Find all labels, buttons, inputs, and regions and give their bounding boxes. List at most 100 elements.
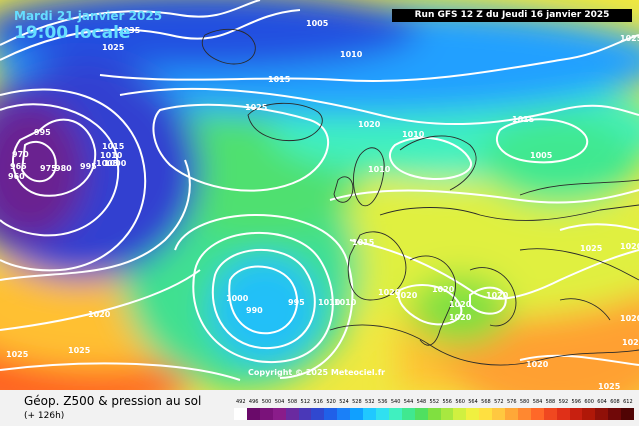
legend-swatch	[259, 408, 273, 420]
isobar-label: 1015	[512, 115, 535, 124]
isobar-label: 1025	[245, 103, 268, 112]
legend-swatch	[608, 408, 622, 420]
legend-tick-label: 504	[274, 399, 285, 405]
forecast-time: 19:00 locale	[14, 23, 131, 43]
legend-tick-label: 544	[403, 399, 414, 405]
legend-swatch	[414, 408, 428, 420]
map-footer: Géop. Z500 & pression au sol (+ 126h) 49…	[0, 390, 639, 426]
isobar-label: 1025	[68, 346, 91, 355]
legend-swatch	[427, 408, 441, 420]
legend-tick-label: 612	[623, 399, 633, 405]
legend-tick-label: 564	[468, 399, 478, 405]
coastlines	[201, 28, 639, 366]
isobar-label: 1000	[226, 294, 249, 303]
isobar-label: 1000	[104, 159, 127, 168]
isobar-label: 1020	[449, 313, 472, 322]
legend-tick-label: 492	[236, 399, 246, 405]
isobar-label: 1020	[622, 338, 639, 347]
isobar-label: 1025	[102, 43, 125, 52]
legend-swatch	[246, 408, 260, 420]
isobar-label: 1010	[100, 151, 123, 160]
legend-swatch	[375, 408, 389, 420]
isobar-label: 1015	[352, 238, 375, 247]
legend-swatch	[453, 408, 467, 420]
isobar-label: 1025	[620, 34, 639, 43]
isobar-label: 1020	[486, 291, 509, 300]
isobar-label: 1020	[358, 120, 381, 129]
legend-tick-label: 608	[610, 399, 620, 405]
legend-tick-label: 540	[390, 399, 401, 405]
legend-tick-label: 604	[597, 399, 607, 405]
legend-swatch	[363, 408, 376, 420]
legend-tick-label: 592	[558, 399, 569, 405]
isobar-label: 1020	[378, 288, 401, 297]
isobar-label: 1010	[334, 298, 357, 307]
isobar-label: 1025	[580, 244, 603, 253]
legend-swatch	[479, 408, 493, 420]
isobar-label: 980	[55, 164, 72, 173]
legend-tick-label: 512	[300, 399, 311, 405]
legend-tick-label: 548	[416, 399, 427, 405]
legend-swatch	[595, 408, 609, 420]
isobar-label: 995	[34, 128, 51, 137]
legend-swatch	[350, 408, 364, 420]
legend-tick-label: 552	[429, 399, 440, 405]
legend-swatch	[543, 408, 557, 420]
legend-tick-label: 568	[481, 399, 491, 405]
isobar-lines	[0, 0, 639, 381]
isobar-label: 1015	[102, 142, 125, 151]
legend-tick-label: 500	[261, 399, 272, 405]
isobar-label: 1020	[88, 310, 111, 319]
legend-tick-label: 508	[287, 399, 298, 405]
geopotential-map-svg: 1035 1025 1005 1010 1015 1025 1020 1010 …	[0, 0, 639, 390]
forecast-date: Mardi 21 janvier 2025	[14, 9, 163, 23]
legend-swatch	[492, 408, 506, 420]
isobar-label: 995	[288, 298, 305, 307]
isobar-label: 1015	[268, 75, 291, 84]
isobar-label: 1010	[368, 165, 391, 174]
legend-tick-label: 584	[532, 399, 543, 405]
legend-tick-label: 528	[352, 399, 362, 405]
isobar-label: 1020	[432, 285, 455, 294]
isobar-label: 960	[8, 172, 25, 181]
map-title: Géop. Z500 & pression au sol	[24, 394, 202, 408]
legend-tick-label: 560	[455, 399, 465, 405]
legend-tick-label: 532	[365, 399, 375, 405]
color-legend: 492 496 500 504 508 512 516 520 524 528 532 536 540 5…	[234, 399, 635, 423]
isobar-label: 1005	[530, 151, 553, 160]
isobar-label: 1025	[598, 382, 621, 390]
isobar-label: 1020	[449, 300, 472, 309]
legend-swatch	[272, 408, 286, 420]
legend-tick-label: 556	[442, 399, 452, 405]
model-run-banner: Run GFS 12 Z du Jeudi 16 janvier 2025	[392, 9, 632, 22]
legend-swatch	[440, 408, 454, 420]
z500-shading	[0, 0, 639, 390]
isobar-label: 990	[246, 306, 263, 315]
legend-swatch	[388, 408, 402, 420]
weather-map: 1035 1025 1005 1010 1015 1025 1020 1010 …	[0, 0, 639, 390]
legend-swatch	[311, 408, 325, 420]
legend-swatch	[517, 408, 531, 420]
legend-tick-label: 580	[519, 399, 530, 405]
forecast-offset: (+ 126h)	[24, 411, 65, 421]
isobar-label: 965	[10, 162, 27, 171]
legend-tick-label: 516	[313, 399, 323, 405]
isobar-label: 1010	[340, 50, 363, 59]
legend-swatch	[569, 408, 583, 420]
isobar-label: 1005	[96, 159, 119, 168]
isobar-label: 1005	[306, 19, 329, 28]
isobar-label: 1010	[402, 130, 425, 139]
legend-tick-label: 576	[506, 399, 517, 405]
legend-swatch	[324, 408, 338, 420]
legend-swatch	[556, 408, 570, 420]
legend-swatch	[401, 408, 415, 420]
legend-swatch	[530, 408, 544, 420]
legend-tick-label: 572	[494, 399, 504, 405]
legend-swatch	[337, 408, 351, 420]
legend-swatch	[466, 408, 480, 420]
legend-swatch	[621, 408, 635, 420]
legend-tick-label: 496	[248, 399, 259, 405]
legend-tick-labels: 492 496 500 504 508 512 516 520 524 528 532 536 540 5…	[234, 399, 634, 407]
isobar-label: 1020	[395, 291, 418, 300]
legend-tick-label: 536	[377, 399, 388, 405]
